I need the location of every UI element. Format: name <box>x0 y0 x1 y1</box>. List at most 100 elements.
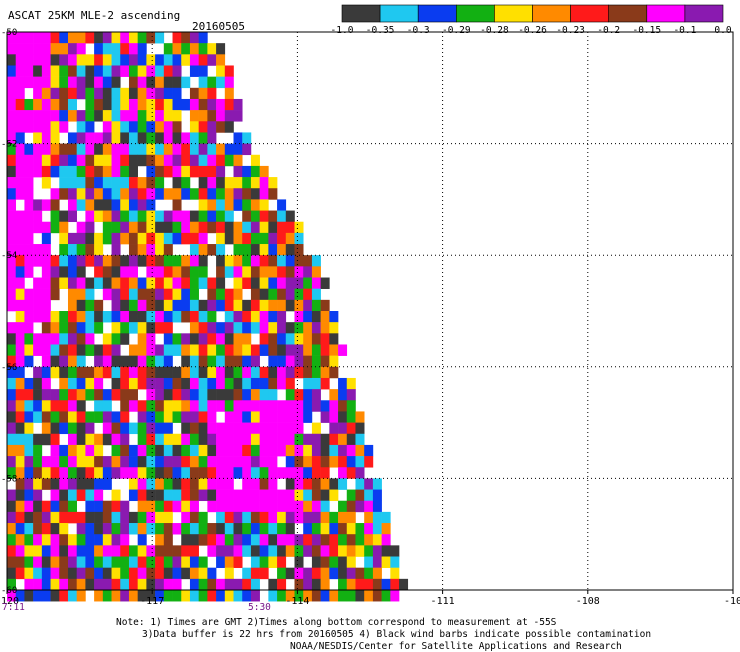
heatmap-cell <box>233 444 243 457</box>
heatmap-cell <box>102 333 112 345</box>
heatmap-cell <box>15 534 25 546</box>
heatmap-cell <box>294 400 304 412</box>
heatmap-cell <box>94 545 104 557</box>
heatmap-cell <box>233 500 243 513</box>
colorbar-label: -0.28 <box>480 25 509 36</box>
heatmap-cell <box>50 400 60 412</box>
heatmap-cell <box>216 478 226 490</box>
heatmap-cell <box>277 400 287 412</box>
heatmap-cell <box>111 411 121 423</box>
heatmap-cell <box>85 199 95 211</box>
heatmap-cell <box>242 221 252 234</box>
heatmap-cell <box>94 299 104 312</box>
heatmap-cell <box>285 288 295 301</box>
heatmap-cell <box>41 377 51 390</box>
heatmap-cell <box>120 467 130 479</box>
heatmap-cell <box>250 489 260 502</box>
heatmap-cell <box>120 311 130 323</box>
heatmap-cell <box>172 333 182 345</box>
heatmap-cell <box>24 199 34 211</box>
heatmap-cell <box>320 411 330 423</box>
heatmap-cell <box>94 355 104 368</box>
heatmap-cell <box>172 456 182 468</box>
heatmap-cell <box>285 344 295 356</box>
heatmap-cell <box>67 433 77 446</box>
heatmap-cell <box>172 98 182 111</box>
heatmap-cell <box>268 478 278 490</box>
heatmap-cell <box>128 366 138 379</box>
heatmap-cell <box>41 76 51 89</box>
heatmap-cell <box>128 311 138 323</box>
heatmap-cell <box>7 333 17 345</box>
heatmap-cell <box>67 366 77 379</box>
heatmap-cell <box>268 545 278 557</box>
heatmap-cell <box>137 433 147 446</box>
heatmap-cell <box>277 333 287 345</box>
heatmap-cell <box>216 467 226 479</box>
heatmap-cell <box>76 177 86 189</box>
heatmap-cell <box>111 500 121 513</box>
heatmap-cell <box>155 288 165 301</box>
heatmap-cell <box>207 456 217 468</box>
heatmap-cell <box>242 389 252 401</box>
heatmap-cell <box>67 132 77 144</box>
heatmap-cell <box>268 523 278 535</box>
heatmap-cell <box>155 400 165 412</box>
heatmap-cell <box>172 411 182 423</box>
heatmap-cell <box>250 188 260 200</box>
heatmap-cell <box>102 199 112 211</box>
heatmap-cell <box>338 433 348 446</box>
heatmap-cell <box>137 199 147 211</box>
heatmap-cell <box>120 177 130 189</box>
heatmap-cell <box>207 132 217 144</box>
heatmap-cell <box>7 188 17 200</box>
heatmap-cell <box>15 121 25 133</box>
heatmap-cell <box>216 444 226 457</box>
colorbar-label: -0.35 <box>366 25 395 36</box>
heatmap-cell <box>250 355 260 368</box>
heatmap-cell <box>207 478 217 490</box>
heatmap-cell <box>137 76 147 89</box>
heatmap-cell <box>7 489 17 502</box>
heatmap-cell <box>94 76 104 89</box>
heatmap-cell <box>146 333 156 345</box>
heatmap-cell <box>111 221 121 234</box>
heatmap-cell <box>172 199 182 211</box>
heatmap-cell <box>120 511 130 524</box>
heatmap-cell <box>172 221 182 234</box>
heatmap-cell <box>163 478 173 490</box>
heatmap-cell <box>329 590 339 602</box>
colorbar-swatch <box>341 4 381 23</box>
heatmap-cell <box>329 556 339 568</box>
heatmap-cell <box>338 567 348 580</box>
heatmap-cell <box>128 567 138 580</box>
heatmap-cell <box>207 411 217 423</box>
heatmap-cell <box>163 132 173 144</box>
heatmap-cell <box>311 422 321 435</box>
heatmap-cell <box>94 478 104 490</box>
heatmap-cell <box>85 478 95 490</box>
heatmap-cell <box>207 154 217 167</box>
heatmap-cell <box>24 355 34 368</box>
heatmap-cell <box>233 489 243 502</box>
heatmap-cell <box>50 567 60 580</box>
heatmap-cell <box>15 311 25 323</box>
heatmap-cell <box>172 43 182 55</box>
heatmap-cell <box>250 545 260 557</box>
heatmap-cell <box>94 54 104 66</box>
heatmap-cell <box>198 411 208 423</box>
heatmap-cell <box>198 467 208 479</box>
heatmap-cell <box>67 188 77 200</box>
heatmap-cell <box>277 411 287 423</box>
heatmap-cell <box>198 132 208 144</box>
chart-title: ASCAT 25KM MLE-2 ascending <box>8 9 181 22</box>
heatmap-cell <box>76 87 86 100</box>
heatmap-cell <box>137 523 147 535</box>
heatmap-cell <box>85 511 95 524</box>
heatmap-cell <box>41 299 51 312</box>
heatmap-cell <box>233 377 243 390</box>
heatmap-cell <box>189 154 199 167</box>
heatmap-cell <box>137 333 147 345</box>
heatmap-cell <box>111 322 121 334</box>
heatmap-cell <box>172 377 182 390</box>
